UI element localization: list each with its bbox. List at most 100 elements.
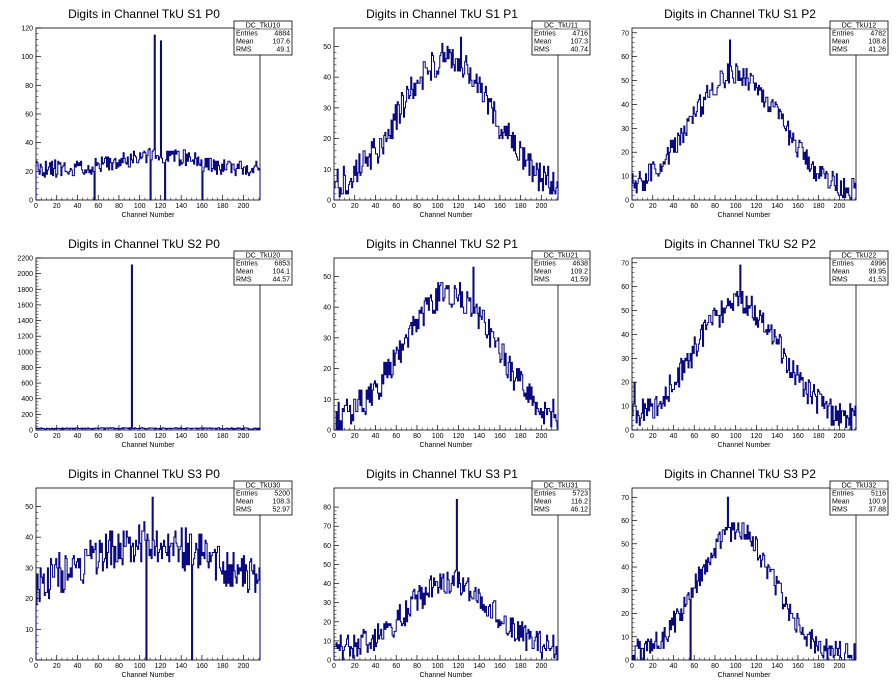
stats-label: Entries bbox=[832, 261, 854, 268]
histogram-svg: Digits in Channel TkU S1 P0 0 20 40 60 80 100 1… bbox=[21, 7, 293, 219]
y-tick-label: 1800 bbox=[17, 287, 33, 294]
x-tick-label: 200 bbox=[238, 433, 250, 440]
x-tick-label: 40 bbox=[74, 663, 82, 670]
plot-frame bbox=[333, 257, 559, 431]
y-tick-label: 50 bbox=[621, 308, 629, 315]
stats-label: RMS bbox=[832, 507, 848, 514]
x-tick-label: 0 bbox=[34, 203, 38, 210]
histogram-panel: Digits in Channel TkU S3 P0 0 10 20 30 40 50 0 2… bbox=[0, 460, 298, 690]
stats-label: RMS bbox=[534, 47, 550, 54]
x-tick-label: 120 bbox=[155, 433, 167, 440]
y-tick-label: 0 bbox=[29, 198, 33, 205]
y-tick-label: 20 bbox=[25, 169, 33, 176]
y-tick-label: 40 bbox=[323, 305, 331, 312]
y-tick-label: 10 bbox=[323, 167, 331, 174]
y-tick-label: 50 bbox=[25, 504, 33, 511]
stats-name: DC_TkU31 bbox=[544, 482, 579, 489]
x-tick-label: 100 bbox=[134, 433, 146, 440]
stats-label: Entries bbox=[534, 31, 556, 38]
histogram-series bbox=[334, 266, 559, 431]
y-tick-label: 600 bbox=[21, 381, 33, 388]
histogram-panel: Digits in Channel TkU S2 P1 0 10 20 30 40 50 0 2… bbox=[298, 230, 596, 460]
stats-label: Mean bbox=[832, 39, 850, 46]
stats-name: DC_TkU30 bbox=[246, 482, 281, 489]
histogram-svg: Digits in Channel TkU S2 P1 0 10 20 30 40 50 0 2… bbox=[323, 237, 591, 449]
x-tick-label: 20 bbox=[649, 433, 657, 440]
y-tick-label: 60 bbox=[323, 543, 331, 550]
x-tick-label: 0 bbox=[34, 663, 38, 670]
stats-value: 108.8 bbox=[868, 39, 886, 46]
stats-label: Mean bbox=[534, 499, 552, 506]
x-tick-label: 120 bbox=[751, 433, 763, 440]
stats-label: RMS bbox=[534, 277, 550, 284]
y-tick-label: 10 bbox=[621, 634, 629, 641]
y-tick-label: 60 bbox=[621, 54, 629, 61]
y-tick-label: 0 bbox=[625, 658, 629, 665]
histogram-svg: Digits in Channel TkU S3 P0 0 10 20 30 40 50 0 2… bbox=[25, 467, 293, 679]
y-tick-label: 50 bbox=[323, 274, 331, 281]
x-tick-label: 180 bbox=[813, 663, 825, 670]
y-tick-label: 0 bbox=[327, 658, 331, 665]
y-tick-label: 60 bbox=[621, 284, 629, 291]
x-tick-label: 180 bbox=[813, 203, 825, 210]
x-tick-label: 40 bbox=[670, 433, 678, 440]
x-tick-label: 0 bbox=[332, 663, 336, 670]
plot-frame bbox=[631, 487, 857, 661]
stats-box: DC_TkU12 Entries 4782 Mean 108.8 RMS 41.26 bbox=[829, 20, 889, 56]
x-tick-label: 140 bbox=[771, 203, 783, 210]
x-tick-label: 200 bbox=[536, 663, 548, 670]
x-tick-label: 180 bbox=[217, 433, 229, 440]
x-tick-label: 60 bbox=[392, 433, 400, 440]
x-tick-label: 200 bbox=[536, 433, 548, 440]
x-tick-label: 0 bbox=[630, 663, 634, 670]
chart-title: Digits in Channel TkU S3 P1 bbox=[366, 467, 518, 481]
x-tick-label: 0 bbox=[332, 433, 336, 440]
x-tick-label: 20 bbox=[649, 203, 657, 210]
x-axis-label: Channel Number bbox=[718, 442, 772, 449]
y-tick-label: 30 bbox=[323, 105, 331, 112]
x-tick-label: 140 bbox=[175, 663, 187, 670]
stats-label: Mean bbox=[832, 269, 850, 276]
y-tick-label: 0 bbox=[625, 428, 629, 435]
histogram-svg: Digits in Channel TkU S2 P00200400600800… bbox=[17, 237, 293, 449]
y-tick-label: 2000 bbox=[17, 271, 33, 278]
stats-box: DC_TkU20 Entries 6853 Mean 104.1 RMS 44.57 bbox=[233, 250, 293, 286]
stats-value: 46.12 bbox=[570, 507, 588, 514]
x-tick-label: 60 bbox=[94, 433, 102, 440]
x-tick-label: 100 bbox=[432, 433, 444, 440]
histogram-panel: Digits in Channel TkU S2 P0 0 200 400 600 800… bbox=[0, 230, 298, 460]
stats-value: 100.9 bbox=[868, 499, 886, 506]
chart-title: Digits in Channel TkU S2 P0 bbox=[68, 237, 220, 251]
x-tick-label: 20 bbox=[351, 433, 359, 440]
y-tick-label: 80 bbox=[323, 505, 331, 512]
x-tick-label: 40 bbox=[670, 663, 678, 670]
stats-name: DC_TkU10 bbox=[246, 22, 281, 29]
y-tick-label: 1400 bbox=[17, 318, 33, 325]
stats-value: 108.3 bbox=[272, 499, 290, 506]
stats-label: Mean bbox=[534, 39, 552, 46]
x-tick-label: 100 bbox=[730, 663, 742, 670]
x-tick-label: 20 bbox=[351, 663, 359, 670]
x-tick-label: 160 bbox=[196, 433, 208, 440]
x-tick-label: 140 bbox=[771, 433, 783, 440]
chart-title: Digits in Channel TkU S1 P0 bbox=[68, 7, 220, 21]
x-tick-label: 180 bbox=[217, 663, 229, 670]
stats-box: DC_TkU11 Entries 4716 Mean 107.3 RMS 40.74 bbox=[531, 20, 591, 56]
histogram-panel: Digits in Channel TkU S1 P1 0 10 20 30 40 50 0 2… bbox=[298, 0, 596, 230]
y-tick-label: 30 bbox=[25, 565, 33, 572]
y-tick-label: 40 bbox=[25, 535, 33, 542]
y-tick-label: 30 bbox=[621, 126, 629, 133]
histogram-series bbox=[333, 498, 558, 661]
x-tick-label: 80 bbox=[711, 203, 719, 210]
y-tick-label: 0 bbox=[29, 428, 33, 435]
stats-box: DC_TkU22 Entries 4996 Mean 99.95 RMS 41.53 bbox=[829, 250, 889, 286]
stats-label: RMS bbox=[236, 507, 252, 514]
x-tick-label: 20 bbox=[53, 663, 61, 670]
histogram-svg: Digits in Channel TkU S1 P2 0 10 20 30 40 50 60… bbox=[621, 7, 889, 219]
x-tick-label: 200 bbox=[834, 663, 846, 670]
x-tick-label: 100 bbox=[432, 663, 444, 670]
x-tick-label: 0 bbox=[630, 433, 634, 440]
stats-value: 116.2 bbox=[571, 499, 588, 506]
stats-value: 44.57 bbox=[272, 277, 290, 284]
